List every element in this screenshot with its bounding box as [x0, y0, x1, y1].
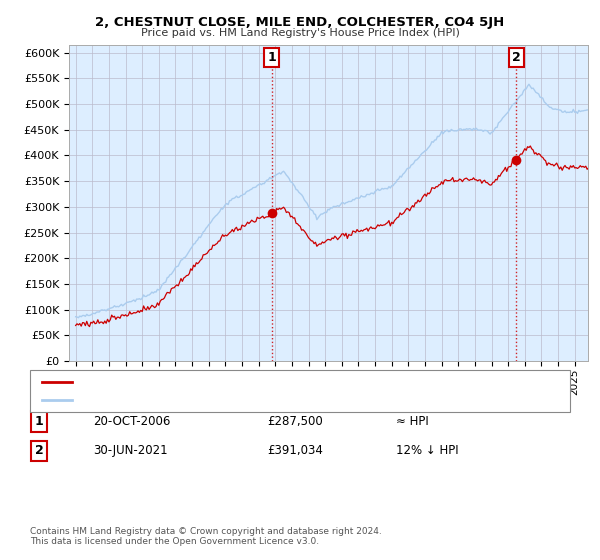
Text: HPI: Average price, detached house, Colchester: HPI: Average price, detached house, Colc… — [78, 395, 327, 405]
Text: 1: 1 — [35, 415, 43, 428]
Text: £391,034: £391,034 — [267, 444, 323, 458]
Text: 20-OCT-2006: 20-OCT-2006 — [93, 415, 170, 428]
Text: Price paid vs. HM Land Registry's House Price Index (HPI): Price paid vs. HM Land Registry's House … — [140, 28, 460, 38]
Text: 2: 2 — [512, 51, 521, 64]
Text: 2, CHESTNUT CLOSE, MILE END, COLCHESTER, CO4 5JH (detached house): 2, CHESTNUT CLOSE, MILE END, COLCHESTER,… — [78, 377, 461, 387]
Text: 2, CHESTNUT CLOSE, MILE END, COLCHESTER, CO4 5JH: 2, CHESTNUT CLOSE, MILE END, COLCHESTER,… — [95, 16, 505, 29]
Text: 1: 1 — [268, 51, 277, 64]
Text: 2: 2 — [35, 444, 43, 458]
Text: ≈ HPI: ≈ HPI — [396, 415, 429, 428]
Text: Contains HM Land Registry data © Crown copyright and database right 2024.
This d: Contains HM Land Registry data © Crown c… — [30, 526, 382, 546]
Text: £287,500: £287,500 — [267, 415, 323, 428]
Text: 30-JUN-2021: 30-JUN-2021 — [93, 444, 167, 458]
Text: 12% ↓ HPI: 12% ↓ HPI — [396, 444, 458, 458]
